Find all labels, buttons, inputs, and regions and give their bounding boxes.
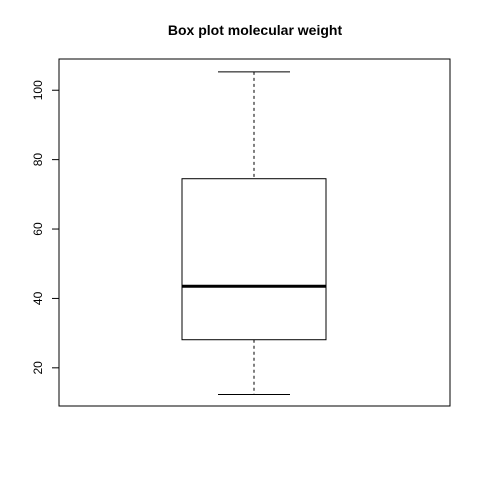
y-tick-label: 100 (31, 80, 45, 100)
y-tick-label: 80 (31, 153, 45, 167)
iqr-box (181, 178, 327, 341)
box-plot (181, 71, 327, 396)
y-axis: 20 40 60 80 100 (31, 80, 59, 375)
chart-title: Box plot molecular weight (168, 22, 343, 38)
y-tick-label: 60 (31, 222, 45, 236)
plot-frame (58, 58, 451, 407)
y-tick-label: 20 (31, 361, 45, 375)
y-tick-label: 40 (31, 291, 45, 305)
